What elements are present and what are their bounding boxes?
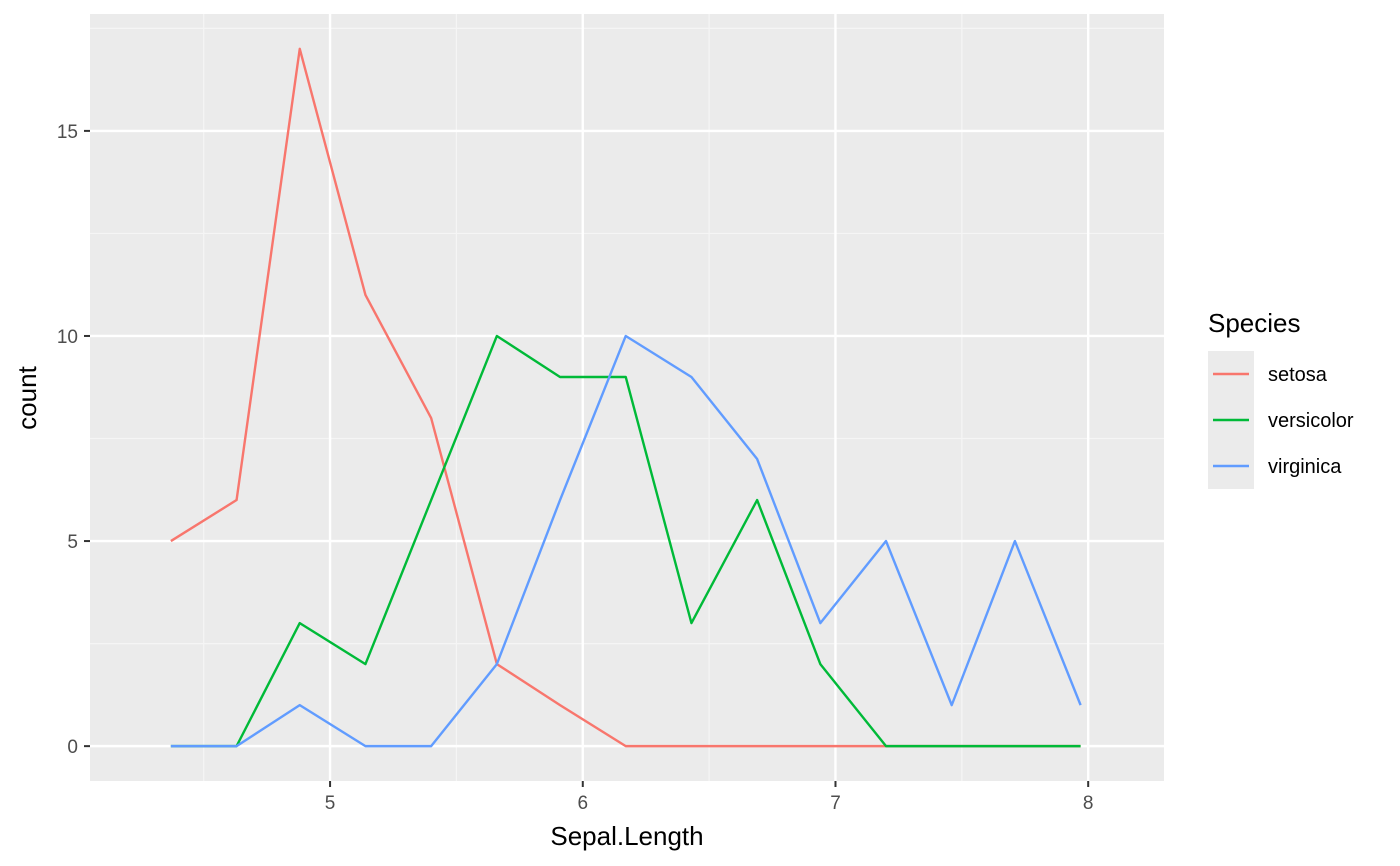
legend-item-virginica: virginica: [1208, 443, 1342, 489]
panel-background: [90, 14, 1164, 781]
x-tick-label: 5: [325, 793, 336, 814]
y-tick-label: 15: [57, 122, 78, 143]
series-line-virginica: [170, 334, 1082, 748]
series-line-versicolor: [170, 334, 1081, 748]
y-tick-label: 10: [57, 327, 78, 348]
x-axis-title: Sepal.Length: [550, 821, 703, 851]
legend-title: Species: [1208, 308, 1301, 338]
x-tick-label: 7: [830, 793, 841, 814]
x-tick-label: 8: [1083, 793, 1094, 814]
legend-item-setosa: setosa: [1208, 351, 1328, 397]
y-axis: 0 5 10 15: [57, 122, 90, 758]
series-lines: [170, 47, 1082, 748]
y-tick-label: 0: [67, 737, 78, 758]
x-axis: 5 6 7 8: [325, 781, 1094, 814]
y-tick-label: 5: [67, 532, 78, 553]
legend-label: setosa: [1268, 364, 1328, 386]
y-axis-title: count: [12, 365, 42, 429]
legend-label: virginica: [1268, 456, 1342, 478]
legend-item-versicolor: versicolor: [1208, 397, 1354, 443]
legend-label: versicolor: [1268, 410, 1354, 432]
legend: Species setosa versicolor virginica: [1208, 308, 1354, 489]
x-tick-label: 6: [577, 793, 588, 814]
